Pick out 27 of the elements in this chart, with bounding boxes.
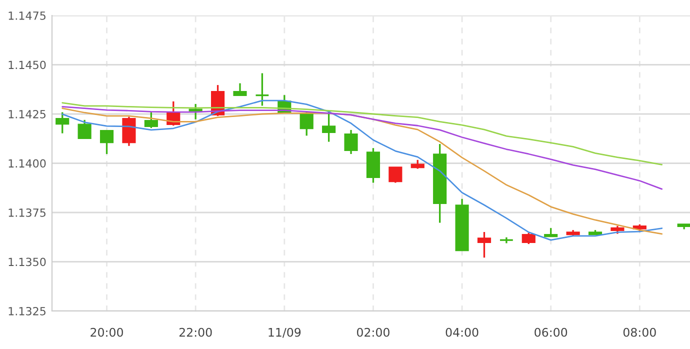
x-tick-label: 08:00 (623, 328, 656, 337)
line-series (62, 102, 663, 166)
x-tick-label: 20:00 (90, 328, 123, 337)
candlestick (477, 231, 492, 258)
x-tick-label: 06:00 (534, 328, 568, 337)
candlestick (100, 130, 114, 155)
candlestick (188, 103, 202, 120)
candlestick (254, 72, 270, 107)
y-tick-label: 1.1425 (8, 110, 46, 118)
x-tick-label: 11/09 (268, 328, 301, 338)
candlestick (388, 166, 402, 184)
candlestick (233, 82, 247, 97)
x-tick-label: 22:00 (179, 328, 212, 337)
y-tick-label: 1.1325 (8, 306, 46, 316)
y-tick-label: 1.1475 (8, 12, 46, 20)
x-tick-label: 02:00 (356, 328, 390, 337)
y-tick-label: 1.1375 (8, 208, 46, 217)
candlestick (344, 129, 358, 155)
y-tick-label: 1.1450 (8, 60, 46, 70)
y-tick-label: 1.1400 (8, 159, 46, 168)
y-tick-label: 1.1350 (8, 258, 46, 266)
candlestick (522, 232, 536, 245)
candlestick (322, 110, 336, 143)
x-tick-label: 04:00 (446, 328, 478, 337)
candlestick (144, 111, 158, 129)
candlestick (78, 119, 92, 140)
candlestick (56, 111, 70, 134)
